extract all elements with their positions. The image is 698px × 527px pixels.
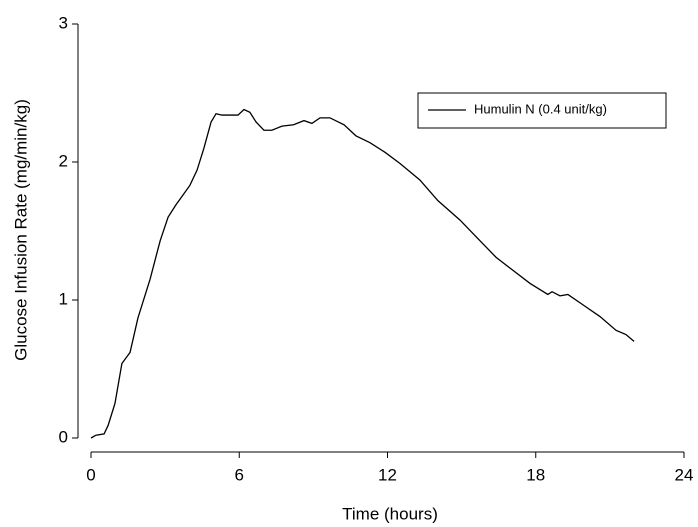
- x-tick-label: 0: [86, 465, 95, 484]
- y-axis-label: Glucose Infusion Rate (mg/min/kg): [11, 99, 30, 361]
- x-tick-label: 18: [526, 465, 545, 484]
- data-line: [90, 108, 635, 439]
- y-tick-label: 3: [59, 13, 68, 32]
- y-tick-label: 0: [59, 427, 68, 446]
- y-tick-label: 1: [59, 289, 68, 308]
- x-tick-label: 12: [378, 465, 397, 484]
- x-tick-label: 6: [235, 465, 244, 484]
- legend-label: Humulin N (0.4 unit/kg): [474, 101, 607, 116]
- x-tick-label: 24: [675, 465, 694, 484]
- x-axis-label: Time (hours): [342, 504, 438, 523]
- y-tick-label: 2: [59, 151, 68, 170]
